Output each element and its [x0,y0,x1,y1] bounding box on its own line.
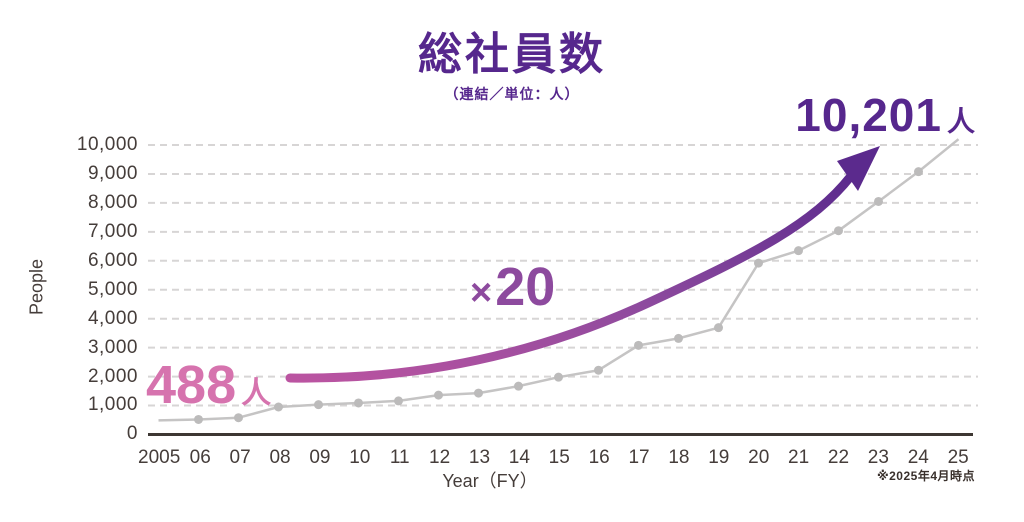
x-tick: 09 [309,447,331,468]
x-tick: 08 [269,447,291,468]
data-point-marker [714,323,723,333]
start-value: 488 [146,355,237,415]
chart-title: 総社員数 [418,30,606,79]
end-value-annotation: 10,201 人 [795,92,975,138]
data-point-marker [234,413,243,423]
x-tick: 20 [748,447,770,468]
x-tick: 21 [788,447,810,468]
start-value-annotation: 488 人 [146,358,271,412]
y-axis-ticks: 10,000 9,000 8,000 7,000 6,000 5,000 4,0… [0,0,138,522]
y-tick: 1,000 [87,394,138,415]
growth-arrow-head-icon [837,146,880,191]
y-tick: 7,000 [87,221,138,242]
y-tick: 3,000 [87,337,138,358]
y-tick: 2,000 [87,366,138,387]
times-sign: × [470,272,493,314]
x-tick: 06 [189,447,211,468]
x-tick: 22 [827,447,850,468]
end-value: 10,201 [795,89,942,141]
y-tick: 8,000 [87,192,138,213]
x-tick: 10 [349,447,371,468]
x-tick: 2005 [138,447,181,468]
x-tick: 15 [548,447,570,468]
end-unit: 人 [946,106,975,137]
x-axis-label: Year（FY） [442,471,538,491]
y-tick: 4,000 [87,308,138,329]
growth-multiplier-annotation: ×20 [470,260,555,314]
x-tick: 13 [468,447,491,468]
data-point-marker [594,365,603,375]
x-tick: 17 [628,447,650,468]
data-point-marker [354,398,363,408]
growth-arrow-curve [285,171,856,383]
footnote-as-of-date: ※2025年4月時点 [876,469,975,483]
x-tick: 24 [907,447,929,468]
data-point-marker [674,333,683,343]
x-tick: 23 [867,447,889,468]
data-point-marker [634,340,643,350]
y-tick: 0 [126,423,138,444]
data-point-marker [314,400,323,410]
y-tick: 6,000 [87,250,138,271]
data-point-marker [514,381,523,391]
data-point-marker [394,396,403,406]
y-tick: 10,000 [76,134,138,155]
chart-subtitle: （連結／単位：人） [444,86,580,102]
data-point-marker [474,388,483,398]
data-point-marker [794,246,803,256]
data-point-marker [874,196,883,206]
x-axis-ticks: 2005 06 07 08 09 10 11 12 13 14 15 16 17… [138,447,978,469]
x-tick: 07 [229,447,251,468]
y-axis-label: People [26,258,47,316]
x-tick: 12 [429,447,451,468]
x-tick: 19 [708,447,730,468]
x-tick: 18 [668,447,690,468]
data-point-marker [834,226,843,236]
x-tick: 16 [588,447,610,468]
x-tick: 14 [508,447,530,468]
chart-layer [148,138,978,436]
data-point-marker [914,167,923,177]
y-tick: 5,000 [87,279,138,300]
x-tick: 11 [389,447,410,468]
data-point-marker [274,402,283,412]
growth-value: 20 [495,257,556,317]
start-unit: 人 [241,377,272,410]
data-point-marker [194,414,203,424]
y-tick: 9,000 [87,163,138,184]
x-tick: 25 [947,447,969,468]
data-point-marker [434,390,443,400]
data-point-marker [754,258,763,268]
data-point-marker [554,372,563,382]
